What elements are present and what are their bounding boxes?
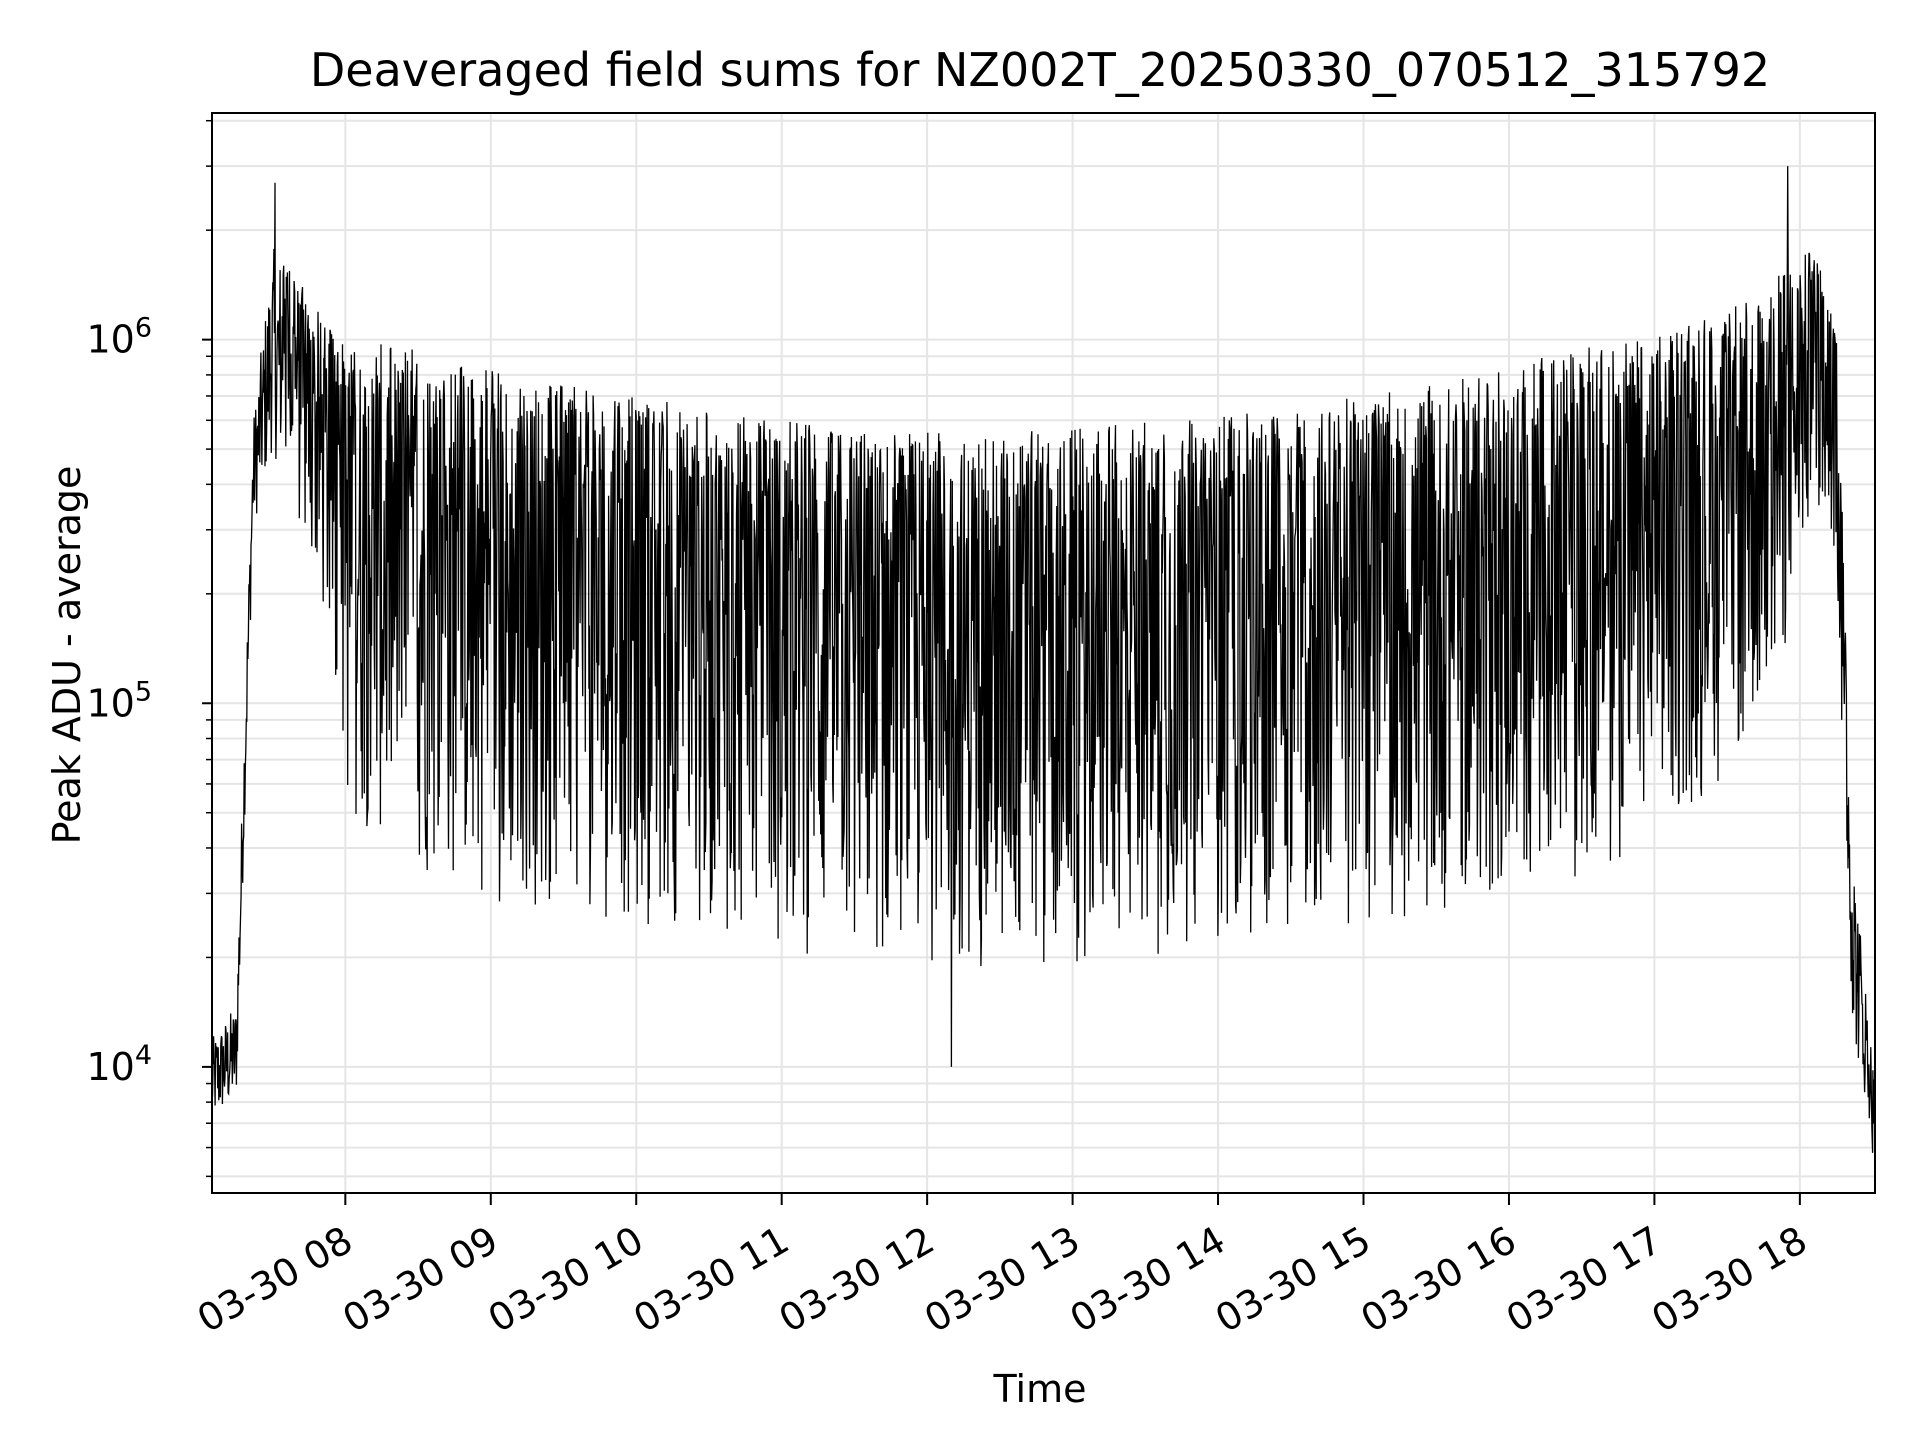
x-tick-label: 03-30 11 (626, 1218, 796, 1342)
x-tick-label: 03-30 15 (1208, 1218, 1378, 1342)
x-tick-label: 03-30 13 (917, 1218, 1087, 1342)
x-tick-label: 03-30 12 (772, 1218, 942, 1342)
y-tick-label: 106 (86, 313, 152, 362)
y-tick-label: 105 (86, 676, 152, 725)
x-axis-label: Time (993, 1367, 1087, 1411)
plot-frame (211, 112, 1876, 1194)
x-tick-label: 03-30 09 (335, 1218, 505, 1342)
chart-title: Deaveraged field sums for NZ002T_2025033… (310, 43, 1770, 97)
data-layer (211, 166, 1876, 1153)
data-series-line (211, 166, 1876, 1153)
x-tick-label: 03-30 18 (1644, 1218, 1814, 1342)
y-tick-label: 104 (86, 1040, 152, 1089)
x-tick-label: 03-30 10 (481, 1218, 651, 1342)
x-tick-label: 03-30 14 (1063, 1218, 1233, 1342)
x-tick-label: 03-30 16 (1353, 1218, 1523, 1342)
y-axis-label: Peak ADU - average (45, 466, 89, 845)
x-tick-label: 03-30 08 (190, 1218, 360, 1342)
x-tick-label: 03-30 17 (1499, 1218, 1669, 1342)
